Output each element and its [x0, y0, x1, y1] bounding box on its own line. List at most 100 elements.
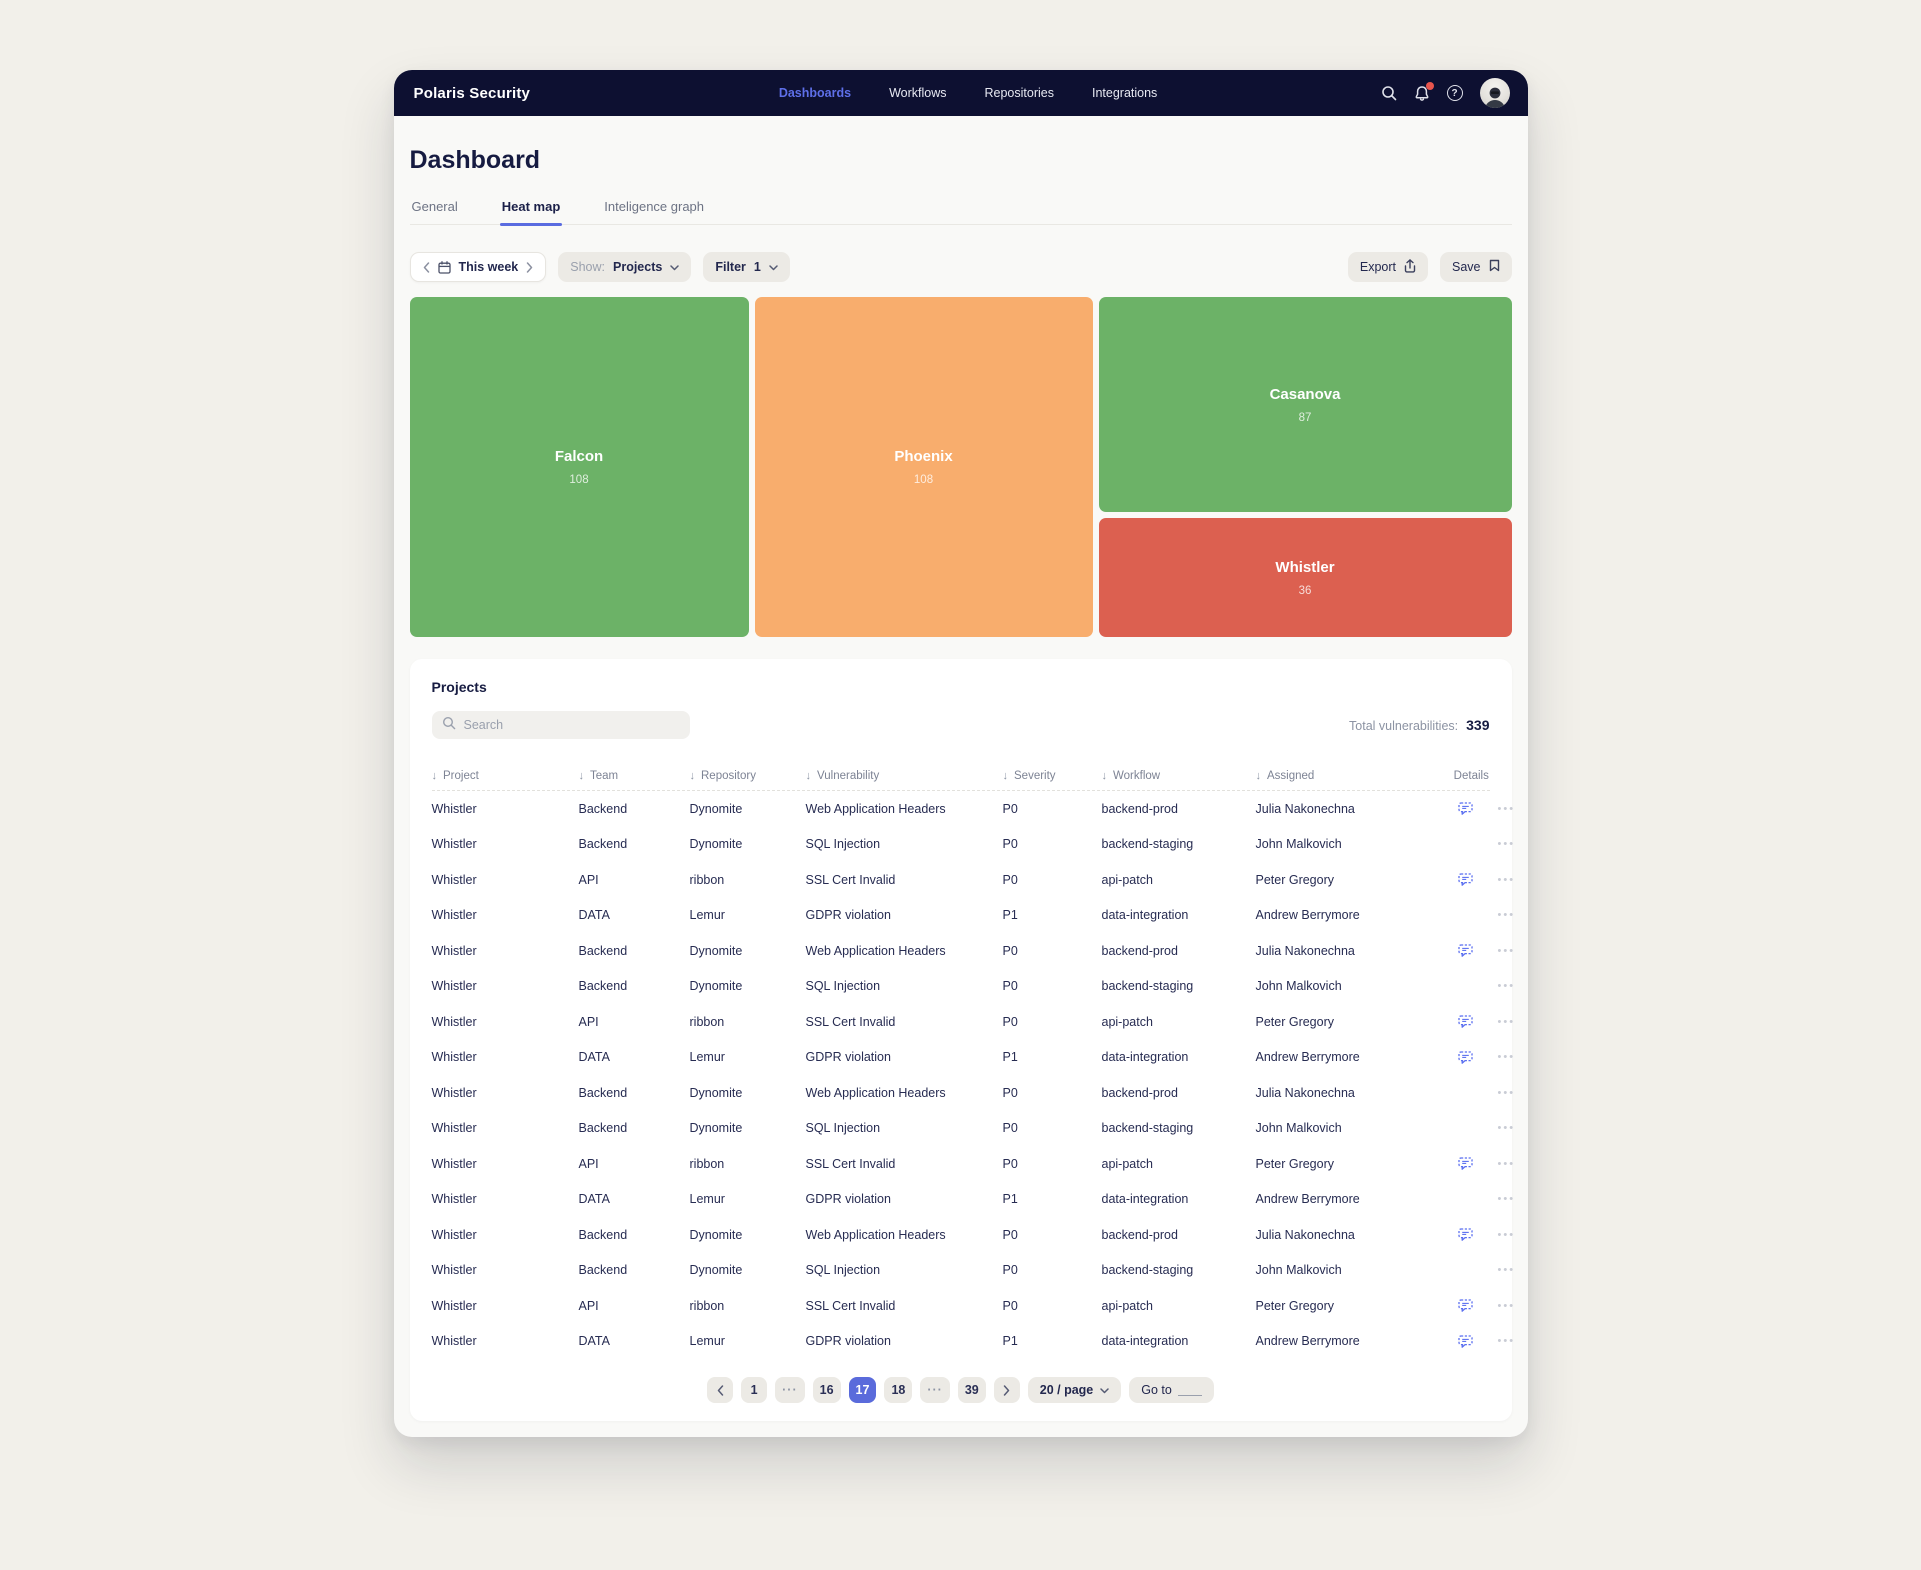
search-box[interactable] [431, 711, 690, 739]
search-input[interactable] [463, 718, 680, 732]
row-menu-icon[interactable]: ••• [1497, 1335, 1516, 1348]
comment-icon[interactable] [1458, 944, 1473, 958]
per-page-value: 20 / page [1039, 1383, 1094, 1397]
cell-project: Whistler [431, 1085, 477, 1100]
row-menu-icon[interactable]: ••• [1497, 1122, 1516, 1135]
cell-team: API [578, 1014, 599, 1029]
goto-page-input[interactable]: Go to [1129, 1377, 1214, 1403]
comment-icon[interactable] [1458, 1157, 1473, 1171]
row-menu-icon[interactable]: ••• [1497, 1051, 1516, 1064]
column-header[interactable]: ↓ Repository [690, 770, 806, 782]
table-row: Whistler API ribbon SSL Cert Invalid P0 … [432, 1004, 1514, 1040]
sort-arrow-icon[interactable]: ↓ [431, 769, 438, 782]
tab[interactable]: General [411, 199, 458, 214]
column-label: Project [443, 769, 479, 782]
help-icon[interactable]: ? [1446, 85, 1463, 101]
page-button[interactable]: 1 [741, 1377, 768, 1403]
date-range-picker[interactable]: This week [409, 252, 547, 282]
nav-item[interactable]: Integrations [1091, 86, 1158, 100]
sort-arrow-icon[interactable]: ↓ [1255, 769, 1262, 782]
chevron-left-icon[interactable] [423, 261, 430, 273]
table-controls: Total vulnerabilities: 339 [431, 711, 1490, 739]
cell-team: API [578, 872, 599, 887]
prev-page-button[interactable] [707, 1377, 734, 1403]
column-header[interactable]: ↓ Severity [1003, 770, 1102, 782]
cell-repository: Lemur [689, 908, 725, 923]
row-menu-icon[interactable]: ••• [1497, 909, 1516, 922]
sort-arrow-icon[interactable]: ↓ [1101, 769, 1108, 782]
treemap-tile[interactable]: Casanova 87 [1098, 297, 1512, 512]
column-header[interactable]: ↓ Assigned [1256, 770, 1434, 782]
column-header[interactable]: ↓ Vulnerability [806, 770, 1003, 782]
row-menu-icon[interactable]: ••• [1497, 1299, 1516, 1312]
goto-blank-field[interactable] [1177, 1384, 1202, 1396]
cell-assigned: John Malkovich [1255, 979, 1342, 994]
chevron-right-icon[interactable] [526, 261, 533, 273]
column-header[interactable]: ↓ Project [432, 770, 579, 782]
row-menu-icon[interactable]: ••• [1497, 944, 1516, 957]
page-button[interactable]: ··· [920, 1377, 950, 1403]
page-button[interactable]: ··· [775, 1377, 805, 1403]
sort-arrow-icon[interactable]: ↓ [1002, 769, 1009, 782]
page-button[interactable]: 17 [848, 1377, 877, 1403]
sort-arrow-icon[interactable]: ↓ [578, 769, 585, 782]
nav-item[interactable]: Dashboards [778, 86, 852, 100]
heatmap-treemap: Falcon 108 Phoenix 108 Casanova 87 Whist… [409, 297, 1512, 637]
comment-icon[interactable] [1458, 802, 1473, 816]
filter-dropdown[interactable]: Filter 1 [703, 252, 790, 282]
cell-team: DATA [578, 908, 610, 923]
column-header[interactable]: ↓ Details [1434, 770, 1498, 782]
search-icon[interactable] [1381, 85, 1397, 101]
comment-icon[interactable] [1458, 1228, 1473, 1242]
row-menu-icon[interactable]: ••• [1497, 1015, 1516, 1028]
row-menu-icon[interactable]: ••• [1497, 838, 1516, 851]
tab[interactable]: Inteligence graph [604, 199, 705, 214]
nav-item[interactable]: Workflows [889, 86, 947, 100]
cell-workflow: data-integration [1101, 1334, 1189, 1349]
column-header[interactable]: ↓ Workflow [1102, 770, 1256, 782]
sort-arrow-icon[interactable]: ↓ [805, 769, 812, 782]
table-body: Whistler Backend Dynomite Web Applicatio… [431, 791, 1514, 1359]
export-button[interactable]: Export [1347, 252, 1428, 282]
treemap-tile[interactable]: Whistler 36 [1098, 518, 1512, 637]
tab[interactable]: Heat map [499, 199, 563, 226]
show-dropdown[interactable]: Show: Projects [558, 252, 692, 282]
row-menu-icon[interactable]: ••• [1497, 873, 1516, 886]
page-title: Dashboard [409, 146, 541, 174]
comment-icon[interactable] [1458, 1335, 1473, 1348]
chevron-down-icon [1100, 1383, 1110, 1397]
row-menu-icon[interactable]: ••• [1497, 1228, 1516, 1241]
cell-workflow: backend-prod [1101, 801, 1178, 816]
top-navbar: Polaris Security Dashboards Workflows Repo… [393, 70, 1528, 116]
page-button[interactable]: 16 [812, 1377, 841, 1403]
page-button[interactable]: 18 [884, 1377, 913, 1403]
comment-icon[interactable] [1458, 1299, 1473, 1313]
cell-severity: P1 [1002, 1050, 1018, 1065]
comment-icon[interactable] [1458, 1051, 1473, 1064]
cell-assigned: Peter Gregory [1255, 1156, 1335, 1171]
row-menu-icon[interactable]: ••• [1497, 1264, 1516, 1277]
per-page-dropdown[interactable]: 20 / page [1027, 1377, 1122, 1403]
sort-arrow-icon[interactable]: ↓ [689, 769, 696, 782]
row-menu-icon[interactable]: ••• [1497, 802, 1516, 815]
cell-project: Whistler [431, 1192, 477, 1207]
treemap-tile[interactable]: Phoenix 108 [754, 297, 1093, 637]
row-menu-icon[interactable]: ••• [1497, 1157, 1516, 1170]
save-button[interactable]: Save [1440, 252, 1512, 282]
cell-vulnerability: GDPR violation [805, 908, 891, 923]
toolbar: This week Show: Projects Filter 1 [409, 252, 1512, 282]
page-button[interactable]: 39 [957, 1377, 986, 1403]
bell-icon[interactable] [1414, 81, 1434, 102]
cell-workflow: backend-staging [1101, 1121, 1194, 1136]
comment-icon[interactable] [1458, 1015, 1473, 1029]
comment-icon[interactable] [1458, 873, 1473, 887]
avatar[interactable] [1479, 78, 1510, 108]
next-page-button[interactable] [993, 1377, 1020, 1403]
treemap-tile[interactable]: Falcon 108 [409, 297, 749, 637]
row-menu-icon[interactable]: ••• [1497, 1086, 1516, 1099]
row-menu-icon[interactable]: ••• [1497, 980, 1516, 993]
column-header[interactable]: ↓ Team [579, 770, 690, 782]
row-menu-icon[interactable]: ••• [1497, 1193, 1516, 1206]
nav-item[interactable]: Repositories [984, 86, 1054, 100]
cell-vulnerability: SQL Injection [805, 837, 881, 852]
